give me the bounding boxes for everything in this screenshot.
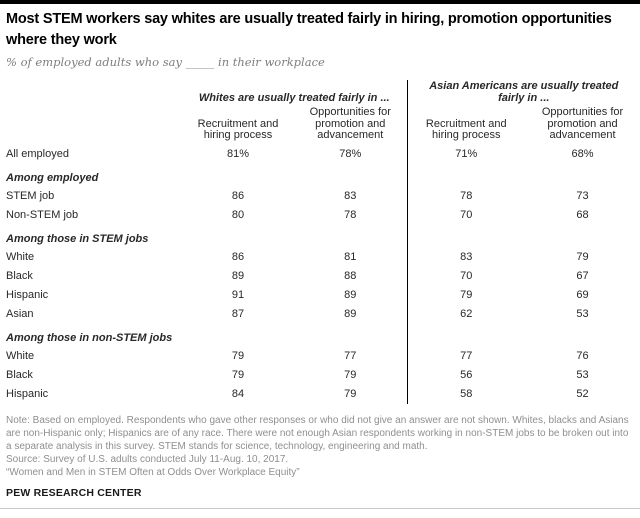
section-header-spacer [406,323,640,347]
colhead-row-spacer [0,105,182,145]
value-cell: 77 [344,350,357,362]
value-cell: 56 [406,365,526,385]
value-cell: 89 [231,270,245,282]
row-label: Black [6,369,33,381]
row-label: Non-STEM job [6,209,79,221]
table-row: White 86 81 83 79 [0,247,640,267]
value-cell: 70 [406,205,526,225]
value-cell: 67 [576,270,589,282]
row-label: STEM job [6,190,55,202]
note-text: Note: Based on employed. Respondents who… [6,415,629,452]
table-row: Hispanic 84 79 58 52 [0,384,640,404]
value-cell: 83 [344,190,357,202]
row-label: Black [6,270,33,282]
quote-text: “Women and Men in STEM Often at Odds Ove… [6,467,300,478]
value-cell: 79 [231,350,245,362]
column-group-row: Whites are usually treated fairly in ...… [0,80,640,105]
row-label: Hispanic [6,388,49,400]
column-header-asian-recruitment: Recruitment and hiring process [406,105,526,145]
section-header-row: Among employed [0,163,640,187]
source-text: Source: Survey of U.S. adults conducted … [6,454,289,465]
column-header-row: Recruitment and hiring process Opportuni… [0,105,640,145]
row-label: White [6,350,35,362]
value-cell: 79 [576,251,589,263]
section-header-spacer [406,224,640,248]
group-row-spacer [0,80,182,105]
table-row: Hispanic 91 89 79 69 [0,285,640,305]
value-cell: 80 [231,209,245,221]
table-row: Black 79 79 56 53 [0,365,640,385]
section-header-row: Among those in STEM jobs [0,224,640,248]
table-row: All employed 81% 78% 71% 68% [0,144,640,164]
value-cell: 86 [231,190,245,202]
value-cell: 70 [406,266,526,286]
column-header-asian-promotion: Opportunities for promotion and advancem… [541,106,624,141]
row-label: All employed [6,148,69,160]
value-cell: 78% [339,148,362,160]
value-cell: 71% [406,144,526,164]
value-cell: 52 [576,388,589,400]
value-cell: 79 [231,369,245,381]
value-cell: 68 [576,209,589,221]
value-cell: 69 [576,289,589,301]
value-cell: 68% [571,148,594,160]
bottom-rule [0,508,640,509]
section-header: Among those in STEM jobs [6,232,149,245]
section-header-spacer [406,163,640,187]
section-header: Among employed [6,171,99,184]
table-row: STEM job 86 83 78 73 [0,186,640,206]
value-cell: 73 [576,190,589,202]
value-cell: 77 [406,346,526,366]
table-row: Asian 87 89 62 53 [0,304,640,324]
data-table: Whites are usually treated fairly in ...… [0,80,640,404]
value-cell: 87 [231,308,245,320]
row-label: Hispanic [6,289,49,301]
chart-subtitle: % of employed adults who say _____ in th… [6,55,325,69]
value-cell: 53 [576,308,589,320]
value-cell: 84 [231,388,245,400]
value-cell: 88 [344,270,357,282]
value-cell: 81% [226,148,250,160]
value-cell: 89 [344,308,357,320]
value-cell: 91 [231,289,245,301]
table-body: All employed 81% 78% 71% 68% Among employed ST… [0,144,640,404]
value-cell: 76 [576,350,589,362]
column-group-asian-americans: Asian Americans are usually treated fair… [406,80,640,105]
value-cell: 89 [344,289,357,301]
value-cell: 83 [406,247,526,267]
value-cell: 53 [576,369,589,381]
value-cell: 78 [344,209,357,221]
value-cell: 79 [344,388,357,400]
row-label: Asian [6,308,34,320]
column-header-whites-recruitment: Recruitment and hiring process [197,117,279,141]
row-label: White [6,251,35,263]
top-rule [0,0,640,4]
column-header-whites-promotion: Opportunities for promotion and advancem… [309,106,391,141]
value-cell: 79 [406,285,526,305]
table-row: Non-STEM job 80 78 70 68 [0,205,640,225]
brand-label: PEW RESEARCH CENTER [6,487,142,499]
value-cell: 81 [344,251,357,263]
value-cell: 86 [231,251,245,263]
value-cell: 58 [406,384,526,404]
section-header: Among those in non-STEM jobs [6,331,173,344]
chart-title: Most STEM workers say whites are usually… [6,11,612,48]
table-header: Whites are usually treated fairly in ...… [0,80,640,145]
column-group-whites: Whites are usually treated fairly in ... [198,91,390,104]
table-row: White 79 77 77 76 [0,346,640,366]
value-cell: 62 [406,304,526,324]
value-cell: 79 [344,369,357,381]
value-cell: 78 [406,186,526,206]
section-header-row: Among those in non-STEM jobs [0,323,640,347]
table-row: Black 89 88 70 67 [0,266,640,286]
footnotes: Note: Based on employed. Respondents who… [6,414,636,479]
